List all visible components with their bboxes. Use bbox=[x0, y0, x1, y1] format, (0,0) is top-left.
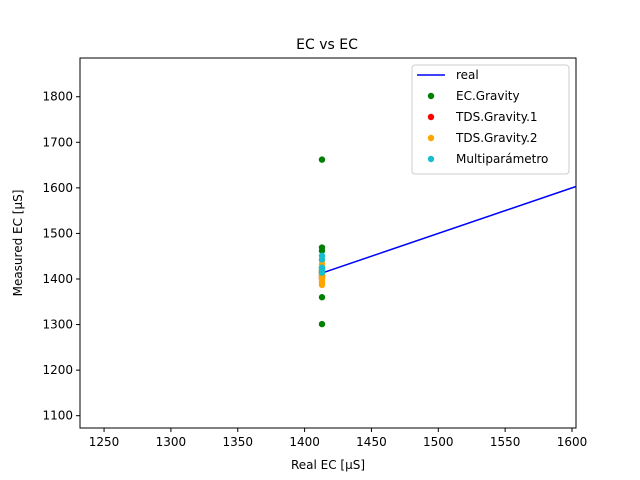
data-point-series-3 bbox=[318, 269, 326, 276]
x-tick-label: 1300 bbox=[156, 435, 187, 449]
y-tick-label: 1100 bbox=[42, 409, 73, 423]
data-point-series-0 bbox=[318, 294, 326, 301]
x-tick-label: 1450 bbox=[356, 435, 387, 449]
y-tick-label: 1700 bbox=[42, 135, 73, 149]
data-point-series-3 bbox=[318, 256, 326, 263]
legend-entry-series-0: EC.Gravity bbox=[427, 89, 520, 103]
x-tick-label: 1250 bbox=[89, 435, 120, 449]
y-tick-label: 1600 bbox=[42, 181, 73, 195]
data-point-series-0 bbox=[318, 156, 326, 163]
legend-entry-series-3: Multiparámetro bbox=[427, 152, 548, 166]
chart-title: EC vs EC bbox=[296, 37, 358, 53]
legend-label: TDS.Gravity.2 bbox=[455, 131, 538, 145]
legend-label: EC.Gravity bbox=[456, 89, 520, 103]
legend-swatch bbox=[427, 113, 435, 121]
x-tick-label: 1550 bbox=[490, 435, 521, 449]
legend-entry-series-1: TDS.Gravity.1 bbox=[427, 110, 538, 124]
legend-entry-real: real bbox=[417, 68, 479, 82]
legend-swatch bbox=[427, 92, 435, 100]
y-tick-label: 1200 bbox=[42, 363, 73, 377]
plot-area bbox=[79, 57, 577, 429]
x-tick-label: 1400 bbox=[289, 435, 320, 449]
y-tick-label: 1800 bbox=[42, 90, 73, 104]
x-tick-label: 1350 bbox=[222, 435, 253, 449]
axes-frame bbox=[79, 57, 577, 429]
legend: real EC.Gravity TDS.Gravity.1 TDS.Gravity.2… bbox=[411, 64, 570, 175]
legend-swatch bbox=[427, 134, 435, 142]
data-point-series-0 bbox=[318, 320, 326, 328]
y-tick-label: 1500 bbox=[42, 226, 73, 240]
x-tick-label: 1500 bbox=[423, 435, 454, 449]
x-axis: 1250 1300 1350 1400 1450 1500 1550 1600 bbox=[89, 428, 587, 449]
legend-label: real bbox=[456, 68, 479, 82]
series-line-real bbox=[321, 185, 577, 274]
x-tick-label: 1600 bbox=[557, 435, 588, 449]
data-point-series-0 bbox=[318, 247, 326, 254]
x-axis-label: Real EC [μS] bbox=[291, 458, 365, 472]
data-point-series-2 bbox=[318, 281, 326, 289]
legend-label: TDS.Gravity.1 bbox=[455, 110, 538, 124]
y-axis: 1100 1200 1300 1400 1500 1600 1700 1800 bbox=[42, 90, 80, 423]
legend-swatch bbox=[427, 155, 435, 163]
y-tick-label: 1300 bbox=[42, 318, 73, 332]
legend-label: Multiparámetro bbox=[456, 152, 548, 166]
y-tick-label: 1400 bbox=[42, 272, 73, 286]
legend-frame bbox=[411, 64, 570, 175]
y-axis-label: Measured EC [μS] bbox=[11, 190, 25, 297]
legend-entry-series-2: TDS.Gravity.2 bbox=[427, 131, 538, 145]
